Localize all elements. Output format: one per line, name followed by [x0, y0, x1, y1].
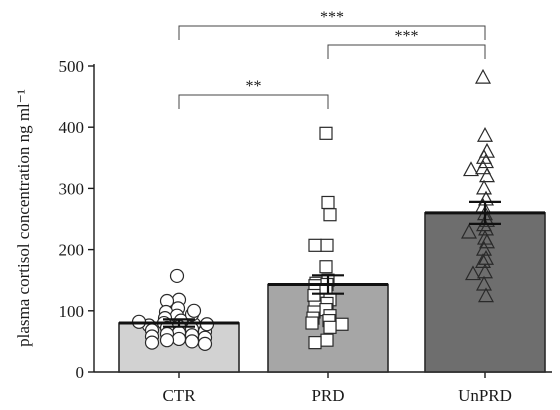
point-prd-3	[320, 238, 334, 252]
x-tick-label-unprd: UnPRD	[458, 386, 512, 405]
y-tick-label-3: 300	[59, 179, 85, 198]
point-prd-20	[305, 316, 319, 330]
significance-layer: ********	[178, 9, 486, 109]
point-ctr-29	[186, 303, 202, 318]
point-unprd-22	[464, 265, 482, 281]
point-unprd-8	[475, 179, 493, 195]
point-unprd-12	[478, 212, 496, 227]
point-unprd-24	[477, 287, 495, 303]
bar-ctr	[118, 322, 240, 373]
y-axis-label: plasma cortisol concentration ng ml⁻¹	[14, 89, 33, 347]
point-prd-11	[307, 288, 321, 303]
significance-label-0: **	[246, 78, 262, 95]
point-prd-1	[321, 195, 335, 210]
significance-bracket-2	[178, 25, 486, 40]
point-unprd-7	[478, 167, 496, 183]
point-prd-24	[308, 336, 322, 350]
y-tick-label-1: 100	[59, 302, 85, 321]
y-tick-label-0: 0	[76, 363, 85, 382]
point-prd-23	[320, 333, 334, 347]
point-ctr-0	[169, 268, 185, 284]
point-prd-22	[323, 320, 337, 334]
significance-bracket-1	[327, 44, 486, 59]
point-prd-0	[319, 126, 333, 140]
point-unprd-6	[462, 161, 480, 177]
significance-label-1: ***	[395, 28, 419, 45]
point-prd-4	[308, 238, 322, 252]
point-ctr-21	[171, 331, 187, 347]
x-tick-label-ctr: CTR	[162, 386, 196, 405]
point-unprd-15	[460, 223, 478, 239]
point-ctr-22	[159, 333, 175, 348]
bar-unprd	[424, 212, 546, 373]
point-unprd-14	[477, 220, 495, 236]
point-ctr-25	[197, 336, 213, 351]
point-unprd-19	[477, 250, 495, 265]
point-prd-5	[319, 260, 333, 274]
point-unprd-23	[475, 275, 493, 291]
y-tick-label-2: 200	[59, 241, 85, 260]
point-prd-2	[323, 208, 337, 222]
y-tick-label-4: 400	[59, 118, 85, 137]
point-ctr-23	[184, 334, 200, 349]
significance-label-2: ***	[320, 9, 344, 26]
error-bars-layer	[119, 200, 545, 328]
point-prd-21	[335, 317, 349, 331]
point-ctr-24	[144, 335, 160, 350]
y-tick-label-5: 500	[59, 57, 85, 76]
point-unprd-5	[474, 159, 492, 175]
significance-bracket-0	[178, 94, 329, 109]
point-unprd-1	[476, 127, 494, 142]
point-unprd-0	[474, 68, 492, 84]
x-tick-label-prd: PRD	[311, 386, 344, 405]
